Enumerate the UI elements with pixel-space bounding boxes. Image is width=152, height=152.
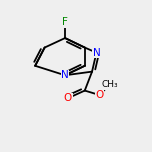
Text: N: N	[61, 70, 69, 80]
Text: F: F	[62, 17, 68, 27]
Text: N: N	[93, 48, 100, 58]
Text: O: O	[64, 93, 72, 103]
Text: CH₃: CH₃	[101, 80, 118, 89]
Text: O: O	[95, 90, 104, 100]
